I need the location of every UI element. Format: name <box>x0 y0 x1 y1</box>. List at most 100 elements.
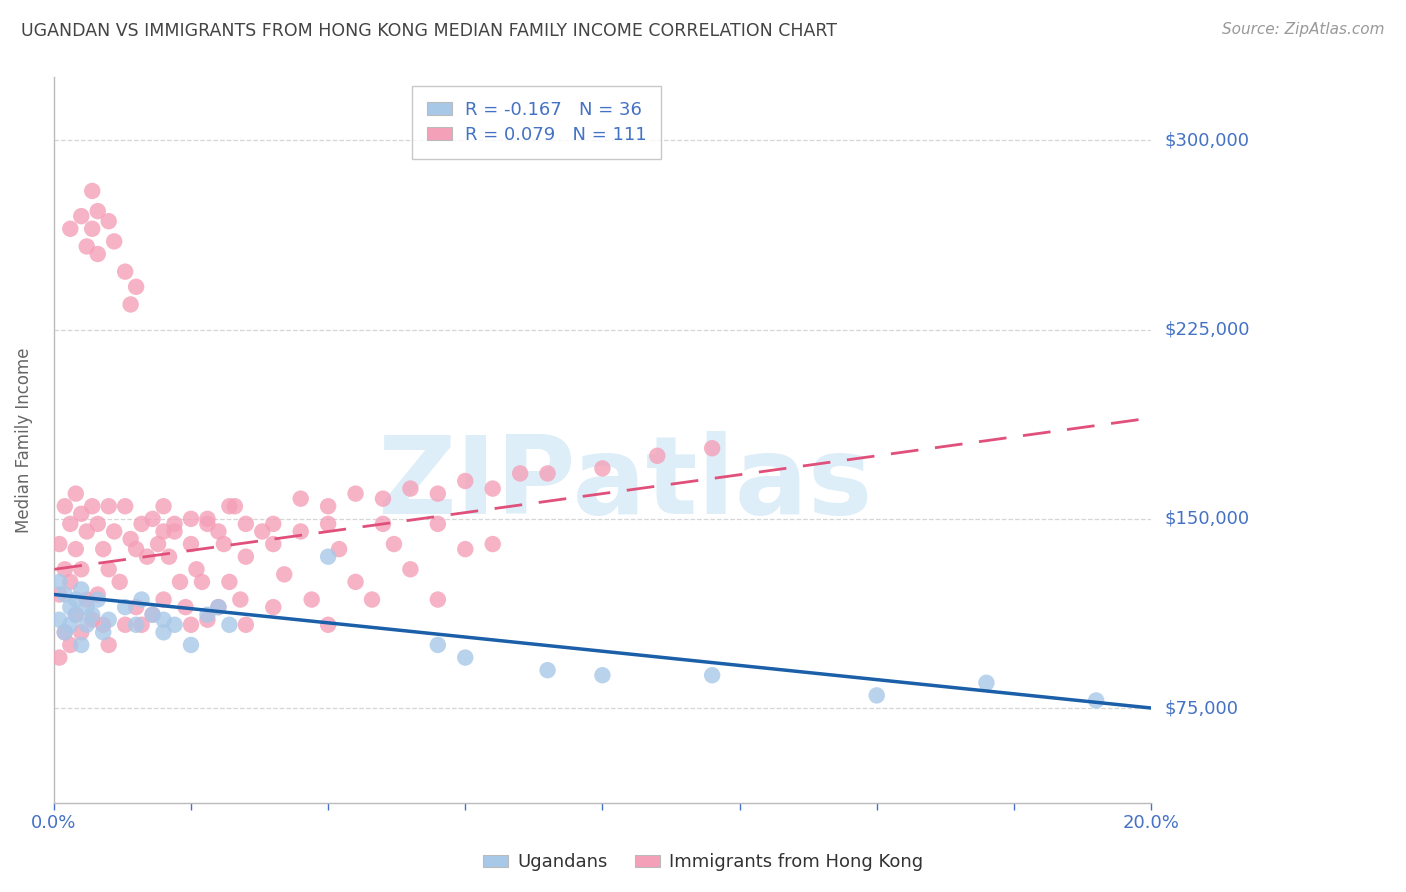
Point <box>53 587 76 601</box>
Point <box>76 592 98 607</box>
Point <box>152 500 174 514</box>
Point <box>97 562 120 576</box>
Point <box>70 562 93 576</box>
Point <box>108 574 131 589</box>
Text: Source: ZipAtlas.com: Source: ZipAtlas.com <box>1222 22 1385 37</box>
Point <box>48 574 70 589</box>
Point <box>82 613 104 627</box>
Point <box>371 516 394 531</box>
Point <box>65 607 87 622</box>
Point <box>591 668 613 682</box>
Point <box>174 600 197 615</box>
Point <box>290 524 312 539</box>
Point <box>76 524 98 539</box>
Point <box>59 638 82 652</box>
Point <box>87 204 110 219</box>
Point <box>48 613 70 627</box>
Point <box>131 617 153 632</box>
Point <box>316 516 339 531</box>
Point <box>866 689 889 703</box>
Point <box>65 607 87 622</box>
Point <box>235 549 257 564</box>
Point <box>197 512 219 526</box>
Text: $150,000: $150,000 <box>1166 510 1250 528</box>
Point <box>76 617 98 632</box>
Point <box>157 549 180 564</box>
Point <box>70 638 93 652</box>
Legend: R = -0.167   N = 36, R = 0.079   N = 111: R = -0.167 N = 36, R = 0.079 N = 111 <box>412 87 661 159</box>
Point <box>114 500 136 514</box>
Point <box>114 600 136 615</box>
Legend: Ugandans, Immigrants from Hong Kong: Ugandans, Immigrants from Hong Kong <box>475 847 931 879</box>
Point <box>70 625 93 640</box>
Point <box>344 574 367 589</box>
Point <box>197 613 219 627</box>
Text: ZIPatlas: ZIPatlas <box>377 431 872 536</box>
Point <box>131 516 153 531</box>
Point <box>70 507 93 521</box>
Point <box>125 280 148 294</box>
Point <box>97 500 120 514</box>
Point <box>152 613 174 627</box>
Point <box>186 562 208 576</box>
Point <box>87 247 110 261</box>
Point <box>163 516 186 531</box>
Point <box>229 592 252 607</box>
Point <box>207 600 229 615</box>
Point <box>976 675 998 690</box>
Point <box>87 592 110 607</box>
Point <box>481 537 503 551</box>
Point <box>59 617 82 632</box>
Point <box>197 516 219 531</box>
Point <box>114 265 136 279</box>
Point <box>218 617 240 632</box>
Point <box>114 617 136 632</box>
Point <box>97 613 120 627</box>
Point <box>361 592 384 607</box>
Point <box>142 512 165 526</box>
Point <box>212 537 235 551</box>
Point <box>48 537 70 551</box>
Point <box>316 549 339 564</box>
Point <box>48 650 70 665</box>
Point <box>131 592 153 607</box>
Point <box>591 461 613 475</box>
Point <box>87 516 110 531</box>
Text: $300,000: $300,000 <box>1166 131 1250 150</box>
Point <box>1085 693 1108 707</box>
Point <box>207 524 229 539</box>
Point <box>97 638 120 652</box>
Point <box>163 524 186 539</box>
Point <box>180 512 202 526</box>
Point <box>301 592 323 607</box>
Point <box>235 617 257 632</box>
Point <box>76 239 98 253</box>
Point <box>262 516 284 531</box>
Text: $75,000: $75,000 <box>1166 699 1239 717</box>
Point <box>97 214 120 228</box>
Point <box>218 574 240 589</box>
Point <box>91 625 114 640</box>
Point <box>169 574 191 589</box>
Point <box>224 500 246 514</box>
Point <box>48 587 70 601</box>
Point <box>76 600 98 615</box>
Point <box>702 668 724 682</box>
Point <box>65 542 87 557</box>
Point <box>53 562 76 576</box>
Point <box>91 617 114 632</box>
Point <box>152 524 174 539</box>
Point <box>59 574 82 589</box>
Point <box>290 491 312 506</box>
Point <box>273 567 295 582</box>
Point <box>454 474 477 488</box>
Text: UGANDAN VS IMMIGRANTS FROM HONG KONG MEDIAN FAMILY INCOME CORRELATION CHART: UGANDAN VS IMMIGRANTS FROM HONG KONG MED… <box>21 22 837 40</box>
Point <box>399 562 422 576</box>
Point <box>426 486 449 500</box>
Point <box>91 542 114 557</box>
Point <box>481 482 503 496</box>
Point <box>59 600 82 615</box>
Point <box>399 482 422 496</box>
Point <box>180 537 202 551</box>
Point <box>454 650 477 665</box>
